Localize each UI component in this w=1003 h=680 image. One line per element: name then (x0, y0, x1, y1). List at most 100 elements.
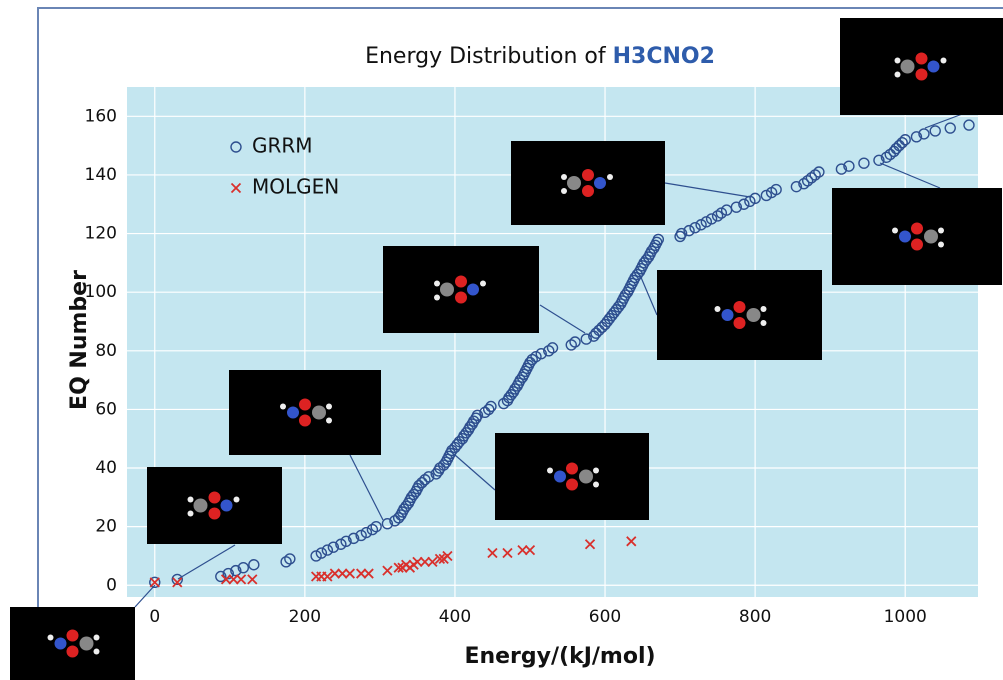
point (505, 389, 517, 401)
point (280, 556, 292, 568)
point (437, 459, 450, 471)
point (809, 169, 821, 181)
x-tick-label: 1000 (884, 607, 927, 627)
point (228, 574, 239, 585)
point (322, 571, 333, 582)
point (543, 345, 555, 357)
atom (721, 309, 734, 321)
legend: GRRM MOLGEN (230, 134, 339, 199)
atom (220, 499, 233, 512)
point (468, 415, 480, 427)
atom (455, 275, 467, 288)
atom (927, 60, 940, 73)
point (580, 333, 592, 345)
atom (326, 417, 332, 424)
point (321, 544, 334, 556)
point (366, 523, 379, 536)
point (407, 488, 420, 501)
point (798, 178, 810, 190)
atom (193, 498, 208, 513)
point (569, 336, 581, 348)
point (963, 119, 975, 131)
y-tick-label: 40 (95, 458, 117, 478)
atom (911, 222, 923, 235)
molecule-image (495, 433, 649, 520)
atom (187, 496, 194, 503)
atom (280, 403, 286, 410)
atom (593, 481, 599, 488)
atom (561, 174, 567, 180)
point (813, 166, 825, 178)
point (400, 500, 412, 512)
atom (567, 176, 581, 190)
point (640, 254, 653, 266)
point (248, 559, 260, 571)
y-tick-label: 120 (85, 224, 117, 244)
atom (938, 227, 944, 234)
point (675, 227, 688, 240)
point (235, 574, 247, 585)
point (929, 125, 941, 137)
point (460, 427, 472, 439)
point (631, 268, 643, 281)
point (329, 568, 341, 579)
atom (894, 71, 901, 78)
atom (47, 634, 54, 641)
atom (938, 241, 944, 248)
connector (664, 182, 751, 198)
point (464, 421, 476, 433)
point (356, 568, 367, 579)
y-tick-label: 100 (85, 282, 117, 302)
atom (187, 510, 194, 517)
point (899, 134, 911, 146)
point (584, 539, 596, 550)
connector (639, 274, 658, 316)
atom (440, 282, 454, 297)
point (645, 245, 658, 257)
point (389, 515, 401, 527)
atom (208, 491, 221, 504)
atom (480, 280, 486, 287)
point (590, 327, 602, 339)
x-tick-label: 200 (289, 607, 321, 627)
y-axis-label: EQ Number (67, 270, 92, 410)
point (880, 151, 893, 164)
atom (582, 185, 594, 197)
atom (566, 462, 578, 475)
y-tick-label: 60 (95, 399, 117, 419)
y-tick-label: 80 (95, 341, 117, 361)
x-tick-label: 800 (739, 607, 771, 627)
point (805, 172, 818, 184)
point (337, 568, 348, 579)
point (381, 518, 394, 530)
connector (349, 454, 384, 521)
point (393, 562, 404, 573)
point (749, 192, 761, 205)
point (711, 210, 724, 222)
point (535, 348, 547, 360)
point (284, 553, 296, 565)
point (517, 544, 528, 556)
atom (714, 306, 721, 312)
point (247, 574, 258, 585)
atom (434, 280, 440, 287)
atom (554, 470, 566, 483)
connector (134, 584, 156, 608)
point (230, 564, 242, 577)
atom (940, 57, 947, 64)
point (412, 556, 423, 567)
atom (892, 227, 898, 234)
point (370, 520, 382, 533)
connector (924, 112, 966, 129)
point (843, 160, 855, 172)
point (430, 468, 442, 480)
point (910, 131, 923, 143)
point (944, 122, 956, 134)
atom (924, 229, 938, 244)
atom (93, 634, 100, 641)
point (683, 224, 695, 237)
point (770, 183, 782, 196)
atom (326, 403, 332, 410)
